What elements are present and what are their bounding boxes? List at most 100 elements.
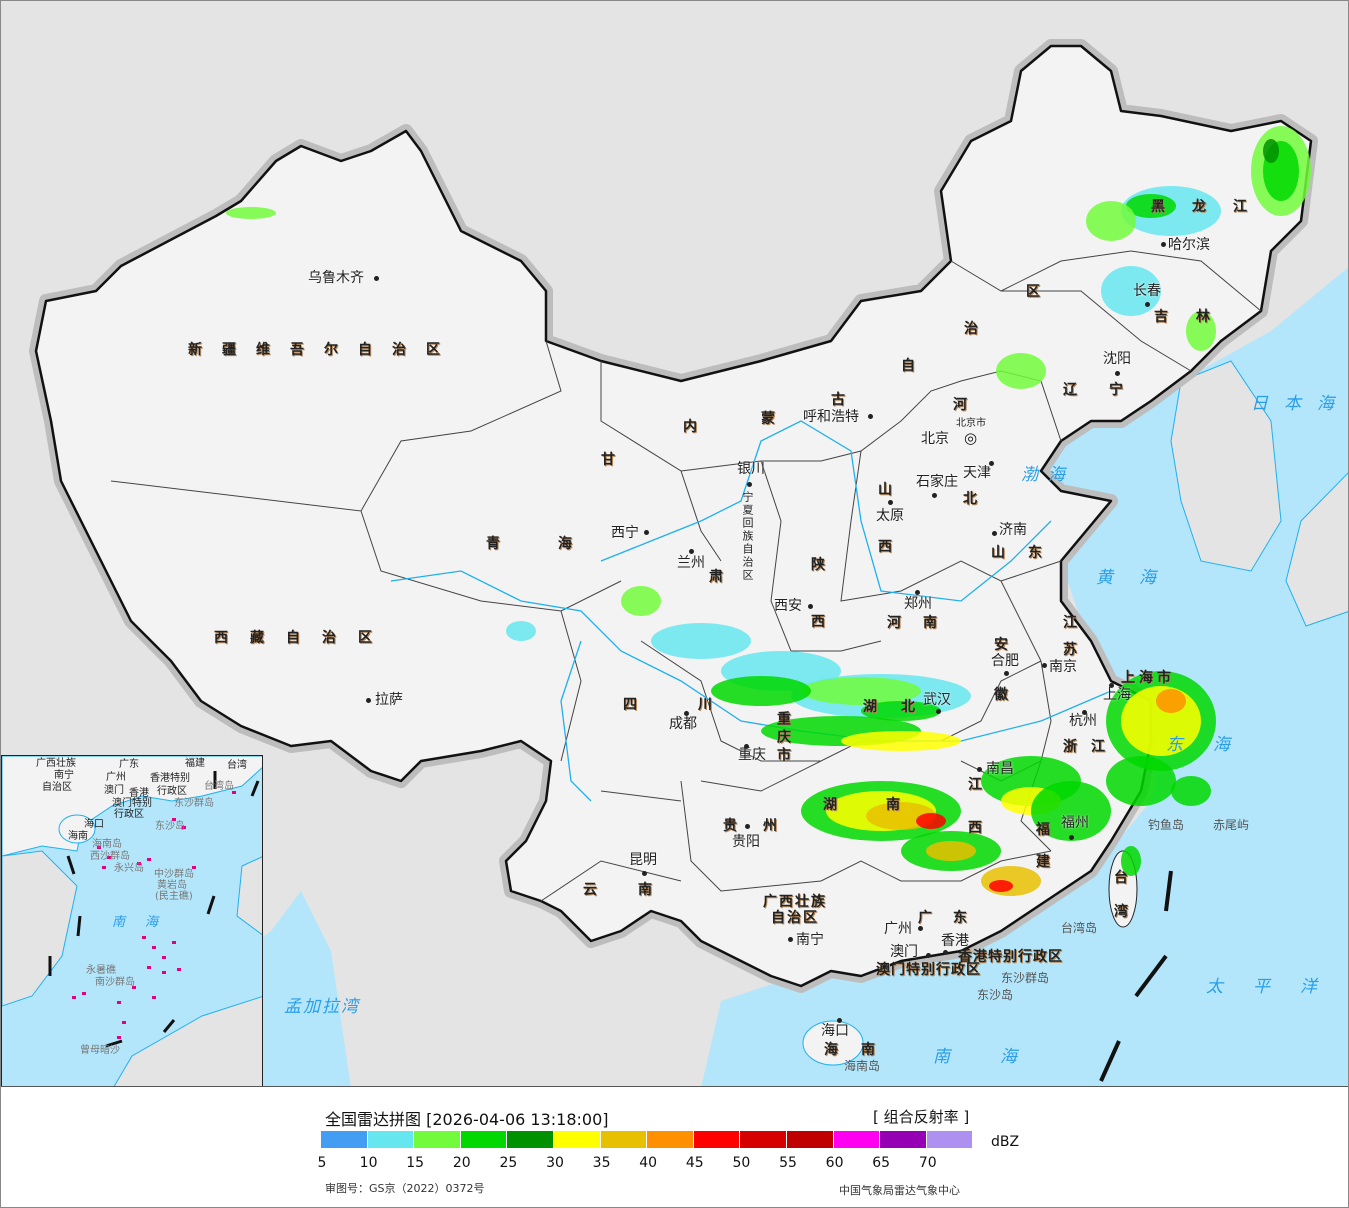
inset-label: 黄岩岛: [157, 880, 187, 891]
inset-label: 海南岛: [92, 839, 122, 850]
sea-label: 孟加拉湾: [284, 997, 360, 1017]
province-label: 湾: [1114, 904, 1128, 920]
city-marker-icon: [1145, 302, 1150, 307]
province-label: 山: [991, 545, 1005, 561]
city-marker-icon: [915, 590, 920, 595]
province-label: 新疆维吾尔自治区: [188, 342, 460, 358]
radar-echo: [1121, 846, 1141, 876]
province-label: 陕: [811, 557, 825, 573]
city-label: 济南: [999, 522, 1027, 538]
china-land: [34, 44, 1313, 988]
city-label: 银川: [737, 461, 765, 477]
province-label: 宁夏回族自治区: [741, 491, 754, 582]
radar-echo: [981, 866, 1041, 896]
province-label: 东: [1028, 545, 1042, 561]
city-marker-icon: [1069, 835, 1074, 840]
province-label: 河: [887, 615, 901, 631]
province-border: [540, 860, 682, 902]
island-label: 钓鱼岛: [1148, 818, 1185, 832]
city-marker-icon: [788, 937, 793, 942]
province-label: 山: [878, 482, 892, 498]
province-border: [640, 640, 1042, 762]
island-label: 赤尾屿: [1213, 818, 1250, 832]
scale-tick-label: 15: [406, 1155, 425, 1171]
city-label: 哈尔滨: [1168, 237, 1210, 253]
korea-land: [1170, 360, 1282, 572]
reef-marker: [72, 996, 76, 999]
color-swatch: [507, 1131, 554, 1148]
province-label: 徽: [994, 687, 1008, 703]
province-label: 西藏自治区: [214, 630, 394, 646]
color-swatch: [693, 1131, 741, 1148]
inset-label: (民主礁): [155, 891, 193, 902]
island-label: 东沙岛: [977, 988, 1014, 1002]
province-label: 香港特别行政区: [958, 949, 1063, 965]
province-label: 广西壮族: [763, 894, 827, 910]
city-label: 拉萨: [375, 692, 403, 708]
province-label: 内: [683, 419, 697, 435]
province-label: 东: [953, 910, 967, 926]
scale-tick-label: 5: [317, 1155, 327, 1171]
province-label: 吉: [1154, 309, 1168, 325]
city-label: 南宁: [796, 932, 824, 948]
south-china-sea-inset: 广西壮族 自治区 南宁 广东 广州 福建 台湾 澳门 香港 香港特别 行政区 台湾岛 澳门特别 行政区 东沙…: [1, 755, 263, 1086]
province-border: [950, 260, 1192, 372]
city-label: 南昌: [986, 761, 1014, 777]
product-name: [ 组合反射率 ]: [873, 1108, 970, 1126]
radar-echo: [996, 353, 1046, 389]
city-label: 南京: [1049, 659, 1077, 675]
inset-label: 永兴岛: [114, 863, 144, 874]
province-label: 西: [878, 539, 892, 555]
reef-marker: [172, 941, 176, 944]
unit-label: dBZ: [991, 1134, 1020, 1150]
city-label: 澳门: [890, 944, 918, 960]
reef-marker: [117, 1001, 121, 1004]
radar-echo: [1126, 194, 1176, 218]
reef-marker: [152, 946, 156, 949]
inset-borneo: [113, 996, 262, 1086]
province-border: [560, 610, 582, 762]
radar-echo: [861, 701, 941, 721]
scale-tick-label: 20: [452, 1155, 471, 1171]
radar-echo: [926, 841, 976, 861]
province-label: 自治区: [771, 910, 819, 926]
city-marker-icon: [943, 950, 948, 955]
province-label: 海: [824, 1042, 838, 1058]
reef-marker: [147, 858, 151, 861]
sea-label: 东海: [1166, 735, 1260, 755]
scale-tick-label: 60: [825, 1155, 844, 1171]
inset-label: 福建: [185, 758, 205, 769]
province-label: 林: [1196, 309, 1210, 325]
inset-label: 海口: [84, 819, 104, 830]
province-label: 治: [964, 321, 978, 337]
scale-tick-label: 30: [546, 1155, 564, 1171]
province-label: 黑龙江: [1151, 199, 1274, 215]
rivers: [390, 420, 1112, 802]
city-label: 呼和浩特: [803, 409, 859, 425]
province-label: 江: [968, 777, 982, 793]
city-label: 沈阳: [1103, 351, 1131, 367]
city-label: 天津: [963, 465, 991, 481]
city-marker-icon: [936, 709, 941, 714]
inset-label: 香港特别: [150, 773, 190, 784]
inset-label: 香港: [129, 788, 149, 799]
province-label: 福: [1036, 822, 1050, 838]
reef-marker: [192, 866, 196, 869]
capital-marker-icon: ◎: [964, 429, 978, 447]
province-label: 浙: [1063, 739, 1077, 755]
scale-tick-label: 50: [732, 1155, 751, 1171]
inset-dash-marks: [48, 771, 260, 1048]
inset-label: 南宁: [54, 770, 74, 781]
radar-echo: [506, 621, 536, 641]
island-label: 海南岛: [844, 1059, 881, 1073]
legend-title: 全国雷达拼图 [2026-04-06 13:18:00]: [325, 1110, 609, 1129]
radar-map[interactable]: 新疆维吾尔自治区 西藏自治区 青海甘肃内蒙古自治区黑龙江吉林辽宁河北山西山东陕西宁夏…: [1, 1, 1348, 1087]
reef-marker: [172, 818, 176, 821]
hainan-island: [802, 1020, 864, 1066]
inset-islands: [72, 791, 236, 1039]
reef-marker: [147, 966, 151, 969]
color-swatch: [926, 1131, 974, 1148]
city-label: 杭州: [1069, 713, 1097, 729]
city-label: 海口: [821, 1023, 849, 1039]
inset-label: 海南: [68, 831, 88, 842]
